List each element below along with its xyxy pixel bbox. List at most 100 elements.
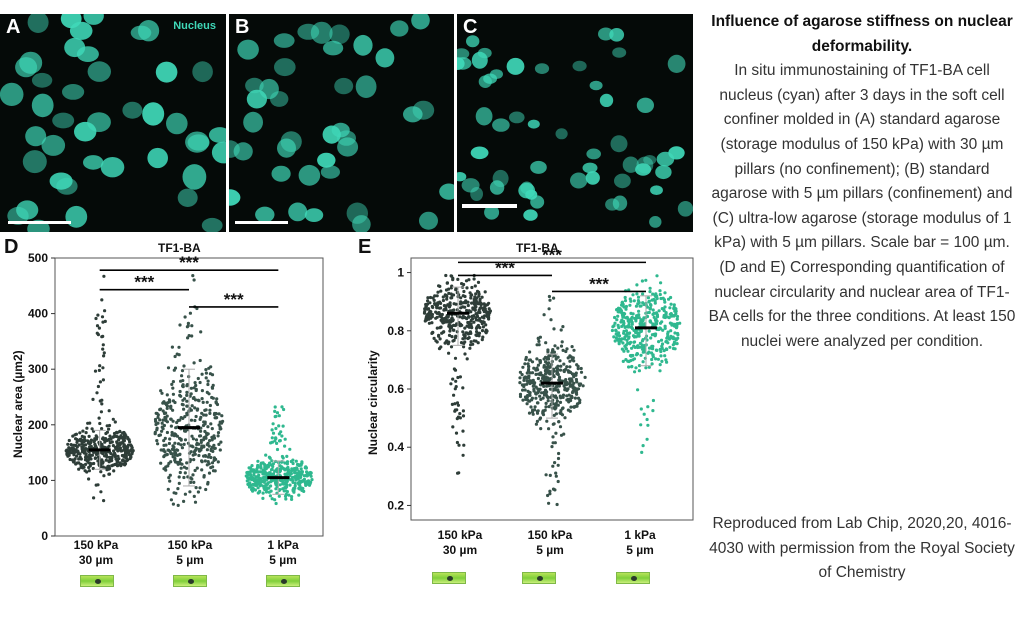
data-point bbox=[167, 461, 171, 465]
data-point bbox=[173, 441, 177, 445]
data-point bbox=[431, 296, 435, 300]
data-point bbox=[485, 329, 489, 333]
data-point bbox=[663, 305, 667, 309]
data-point bbox=[254, 475, 258, 479]
data-point bbox=[627, 331, 631, 335]
data-point bbox=[626, 349, 630, 353]
nucleus-blob bbox=[572, 60, 587, 72]
data-point bbox=[463, 326, 467, 330]
data-point bbox=[553, 441, 557, 445]
data-point bbox=[624, 307, 628, 311]
data-point bbox=[112, 435, 116, 439]
data-point bbox=[204, 376, 208, 380]
data-point bbox=[465, 286, 469, 290]
data-point bbox=[190, 404, 194, 408]
data-point bbox=[107, 455, 112, 459]
data-point bbox=[470, 285, 474, 290]
nucleus-blob bbox=[466, 35, 480, 48]
data-point bbox=[165, 406, 169, 410]
data-point bbox=[641, 360, 645, 364]
data-point bbox=[528, 379, 532, 383]
data-point bbox=[439, 345, 443, 349]
nucleus-blob bbox=[288, 202, 308, 222]
data-point bbox=[546, 399, 550, 403]
data-point bbox=[290, 476, 294, 480]
data-point bbox=[92, 461, 96, 466]
data-point bbox=[196, 490, 200, 494]
y-tick-label: 500 bbox=[28, 251, 48, 265]
data-point bbox=[268, 456, 272, 460]
data-point bbox=[648, 306, 652, 310]
data-point bbox=[470, 301, 474, 305]
data-point bbox=[185, 390, 189, 394]
data-point bbox=[165, 420, 169, 424]
nucleus-blob bbox=[622, 156, 639, 173]
chart-e-title: TF1-BA bbox=[516, 241, 559, 255]
data-point bbox=[488, 311, 492, 315]
data-point bbox=[570, 383, 574, 387]
data-point bbox=[469, 343, 473, 347]
data-point bbox=[110, 455, 114, 459]
data-point bbox=[542, 393, 547, 397]
data-point bbox=[197, 453, 201, 458]
data-point bbox=[619, 320, 623, 324]
data-point bbox=[199, 415, 203, 419]
data-point bbox=[191, 437, 195, 441]
series-1-points bbox=[64, 274, 135, 503]
data-point bbox=[101, 334, 105, 338]
data-point bbox=[672, 303, 676, 307]
data-point bbox=[554, 366, 559, 370]
data-point bbox=[182, 397, 187, 401]
data-point bbox=[99, 410, 103, 414]
data-point bbox=[472, 320, 476, 324]
data-point bbox=[665, 347, 669, 352]
data-point bbox=[660, 344, 664, 348]
data-point bbox=[453, 408, 457, 412]
data-point bbox=[616, 323, 620, 327]
data-point bbox=[186, 336, 190, 340]
data-point bbox=[205, 463, 209, 467]
nucleus-blob bbox=[518, 182, 536, 199]
data-point bbox=[480, 295, 484, 299]
nucleus-blob bbox=[523, 209, 538, 221]
nucleus-blob bbox=[527, 119, 540, 129]
data-point bbox=[673, 331, 677, 335]
data-point bbox=[88, 464, 92, 468]
data-point bbox=[189, 386, 193, 390]
data-point bbox=[448, 326, 452, 330]
data-point bbox=[449, 382, 453, 386]
data-point bbox=[646, 405, 650, 409]
confiner-chip-icon bbox=[80, 575, 114, 587]
data-point bbox=[629, 359, 633, 363]
data-point bbox=[164, 411, 168, 415]
nucleus-blob bbox=[439, 183, 454, 200]
nucleus-blob bbox=[166, 112, 188, 135]
data-point bbox=[103, 454, 107, 458]
nucleus-blob bbox=[530, 160, 547, 174]
data-point bbox=[635, 314, 639, 318]
data-point bbox=[568, 365, 572, 369]
data-point bbox=[196, 376, 200, 381]
data-point bbox=[477, 290, 481, 294]
nucleus-blob bbox=[62, 84, 85, 100]
data-point bbox=[670, 322, 674, 326]
data-point bbox=[441, 295, 445, 299]
data-point bbox=[524, 357, 528, 362]
data-point bbox=[479, 302, 484, 306]
data-point bbox=[171, 408, 175, 412]
data-point bbox=[84, 455, 88, 459]
data-point bbox=[527, 411, 532, 415]
significance-label: *** bbox=[589, 274, 609, 293]
data-point bbox=[120, 441, 124, 445]
data-point bbox=[183, 471, 187, 475]
data-point bbox=[639, 423, 643, 427]
data-point bbox=[649, 303, 653, 307]
data-point bbox=[570, 394, 574, 398]
data-point bbox=[200, 389, 204, 393]
data-point bbox=[521, 365, 525, 369]
data-point bbox=[551, 348, 555, 352]
data-point bbox=[565, 388, 569, 392]
data-point bbox=[105, 430, 109, 434]
data-point bbox=[434, 310, 438, 314]
data-point bbox=[663, 291, 667, 295]
